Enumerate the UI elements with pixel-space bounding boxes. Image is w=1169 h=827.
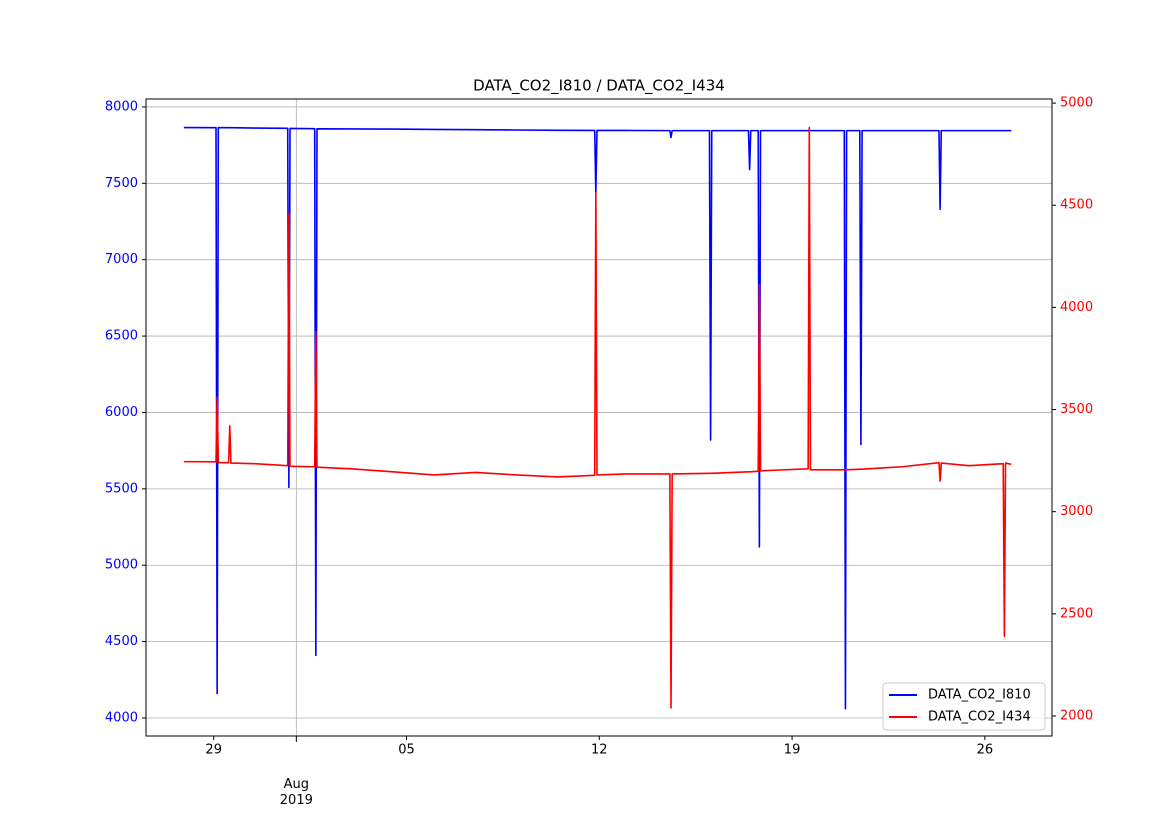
y-tick-label: 6500: [105, 329, 138, 344]
y2-tick-label: 4500: [1060, 198, 1093, 213]
y2-tick-label: 4000: [1060, 300, 1093, 315]
x-tick-label: 12: [591, 743, 608, 758]
axes-frame: [145, 98, 1053, 737]
line-series: [183, 126, 1012, 709]
legend-label: DATA_CO2_I434: [928, 710, 1031, 725]
x-tick-label: 05: [398, 743, 415, 758]
y-tick-label: 4500: [105, 634, 138, 649]
x-tick-label-line: Aug: [284, 777, 309, 792]
y2-tick-label: 3500: [1060, 402, 1093, 417]
y2-tick-label: 2500: [1060, 606, 1093, 621]
x-tick-label-line: 2019: [280, 793, 313, 808]
y-tick-label: 7500: [105, 176, 138, 191]
y2-tick-label: 2000: [1060, 708, 1093, 723]
y-tick-label: 7000: [105, 252, 138, 267]
y2-tick-label: 3000: [1060, 504, 1093, 519]
chart-title: DATA_CO2_I810 / DATA_CO2_I434: [473, 77, 725, 96]
line-series: [183, 126, 1012, 710]
legend-box: [882, 682, 1046, 731]
y-tick-label: 5000: [105, 558, 138, 573]
y2-tick-label: 5000: [1060, 96, 1093, 111]
y-tick-label: 8000: [105, 99, 138, 114]
y-tick-label: 4000: [105, 710, 138, 725]
y-tick-label: 6000: [105, 405, 138, 420]
x-tick-label: Aug 2019: [280, 777, 313, 808]
x-tick-label: 26: [977, 743, 994, 758]
y-tick-label: 5500: [105, 481, 138, 496]
x-tick-label: 19: [784, 743, 801, 758]
legend-label: DATA_CO2_I810: [928, 688, 1031, 703]
x-tick-label: 29: [205, 743, 222, 758]
